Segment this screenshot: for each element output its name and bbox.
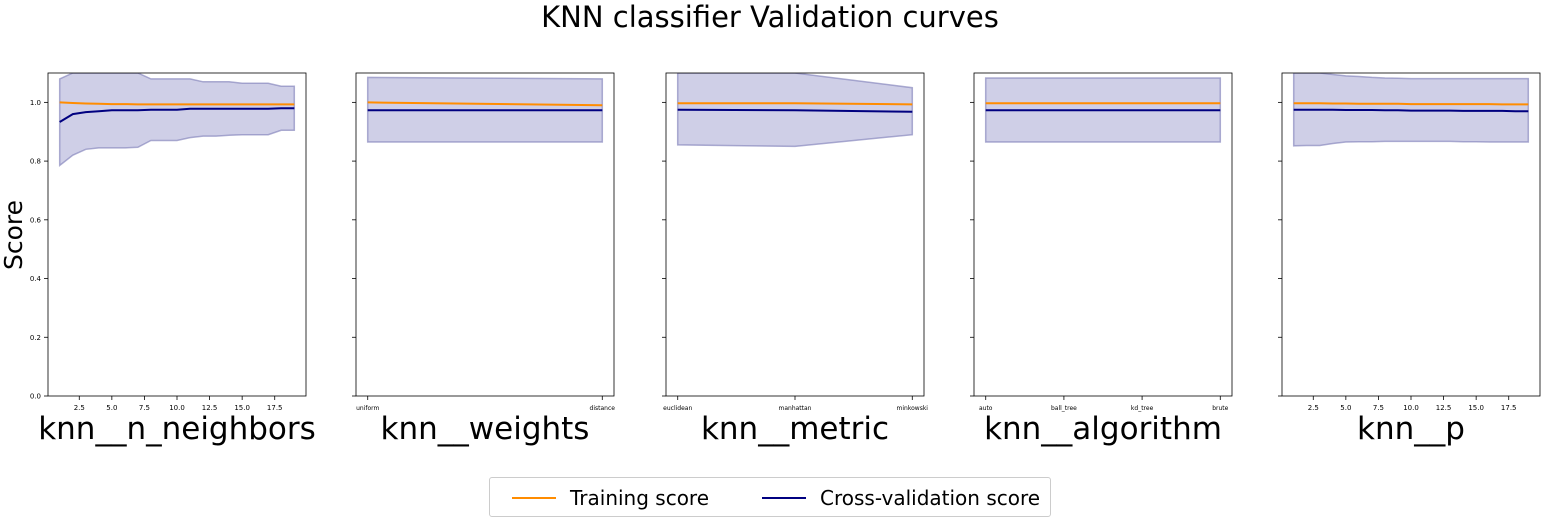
x-tick-label: 10.0	[1403, 404, 1419, 412]
training-score-swatch	[512, 497, 556, 499]
x-axis-label: knn__metric	[701, 411, 889, 447]
x-tick-label: ball_tree	[1051, 405, 1077, 412]
x-tick-label: minkowski	[897, 405, 929, 412]
x-tick-label: 2.5	[1308, 404, 1319, 412]
cv-score-line	[59, 107, 295, 123]
x-axis-label: knn__n_neighbors	[38, 411, 316, 447]
x-tick-label: 17.5	[1501, 404, 1517, 412]
legend-label-cv: Cross-validation score	[820, 486, 1041, 510]
x-tick-label: kd_tree	[1131, 405, 1154, 412]
x-tick-label: 2.5	[74, 404, 85, 412]
x-axis-label: knn__p	[1357, 411, 1465, 447]
cv-score-band	[58, 73, 296, 168]
x-tick-label: 10.0	[169, 404, 185, 412]
x-axis-label: knn__weights	[381, 411, 590, 447]
cv-score-line	[677, 108, 913, 113]
training-score-line	[59, 101, 295, 106]
y-tick-label: 0.2	[30, 334, 41, 342]
x-tick-label: 15.0	[234, 404, 250, 412]
cv-score-band	[1292, 73, 1530, 147]
subplot-2: euclidean manhattan minkowski knn__metric	[662, 72, 929, 447]
x-tick-label: manhattan	[779, 405, 812, 412]
subplot-panels: 0.0 0.2 0.4 0.6 0.8 1.0 2.5 5.0 7.5 10.0 12.5 15.0 1…	[30, 72, 1541, 447]
x-tick-label: uniform	[356, 405, 379, 412]
legend-item-cv: Cross-validation score	[762, 484, 1040, 512]
axes-frame	[973, 72, 1233, 397]
y-axis-label: Score	[0, 200, 28, 270]
x-tick-label: euclidean	[663, 405, 692, 412]
x-tick-label: brute	[1212, 405, 1228, 412]
cv-score-line	[1293, 108, 1529, 113]
x-tick-label: 17.5	[267, 404, 283, 412]
x-tick-label: 12.5	[202, 404, 218, 412]
legend: Training score Cross-validation score	[489, 477, 1051, 517]
training-score-line	[1293, 102, 1529, 106]
subplot-4: 2.5 5.0 7.5 10.0 12.5 15.0 17.5 knn__p	[1278, 72, 1541, 447]
x-tick-label: auto	[979, 405, 993, 412]
x-tick-label: 12.5	[1436, 404, 1452, 412]
subplot-0: 0.0 0.2 0.4 0.6 0.8 1.0 2.5 5.0 7.5 10.0 12.5 15.0 1…	[30, 72, 316, 447]
x-tick-label: 5.0	[1340, 404, 1351, 412]
y-tick-label: 0.6	[30, 216, 42, 224]
y-tick-label: 0.8	[30, 158, 41, 166]
x-tick-label: 15.0	[1468, 404, 1484, 412]
legend-label-training: Training score	[570, 486, 710, 510]
x-tick-label: distance	[590, 405, 616, 412]
axes-frame	[355, 72, 615, 397]
y-tick-label: 0.0	[30, 393, 41, 401]
x-tick-label: 5.0	[106, 404, 117, 412]
x-axis-label: knn__algorithm	[984, 411, 1222, 447]
x-tick-label: 7.5	[139, 404, 150, 412]
training-score-line	[367, 101, 603, 107]
figure-title: KNN classifier Validation curves	[541, 0, 999, 34]
y-tick-label: 0.4	[30, 275, 42, 283]
legend-item-training: Training score	[512, 484, 709, 512]
training-score-line	[677, 102, 913, 106]
cv-score-swatch	[762, 497, 806, 499]
y-tick-label: 1.0	[30, 99, 41, 107]
x-tick-label: 7.5	[1373, 404, 1384, 412]
